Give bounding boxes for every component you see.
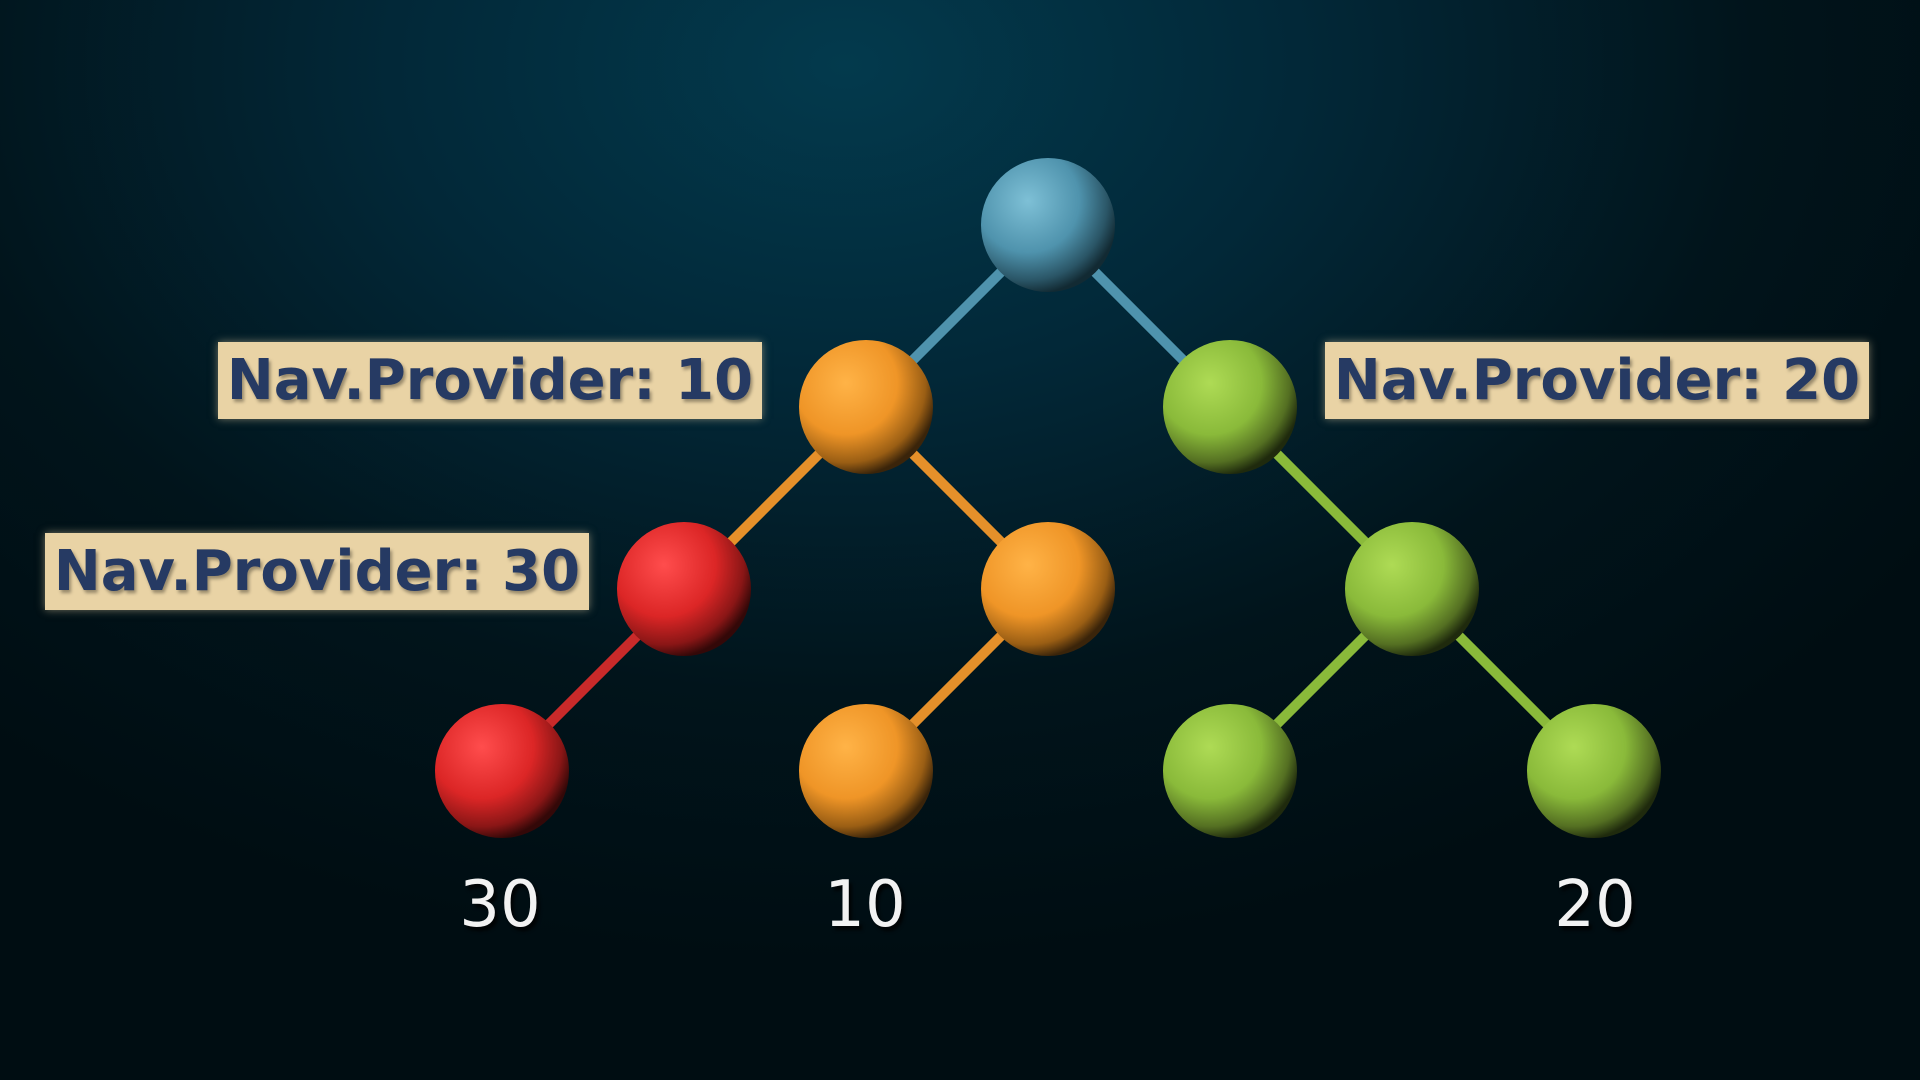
node-orange-2 — [981, 522, 1115, 656]
node-orange-leaf — [799, 704, 933, 838]
node-root — [981, 158, 1115, 292]
provider-label-10: Nav.Provider: 10 — [218, 342, 762, 419]
provider-label-30: Nav.Provider: 30 — [45, 533, 589, 610]
tree-nodes — [435, 158, 1661, 838]
node-green-2 — [1345, 522, 1479, 656]
tree-edges — [497, 220, 1599, 776]
node-green-leaf-2 — [1527, 704, 1661, 838]
node-orange-1 — [799, 340, 933, 474]
node-green-1 — [1163, 340, 1297, 474]
node-green-leaf-1 — [1163, 704, 1297, 838]
leaf-value-30: 30 — [459, 868, 541, 942]
leaf-value-10: 10 — [824, 868, 906, 942]
leaf-value-20: 20 — [1554, 868, 1636, 942]
node-red-1 — [617, 522, 751, 656]
node-red-leaf — [435, 704, 569, 838]
provider-label-20: Nav.Provider: 20 — [1325, 342, 1869, 419]
